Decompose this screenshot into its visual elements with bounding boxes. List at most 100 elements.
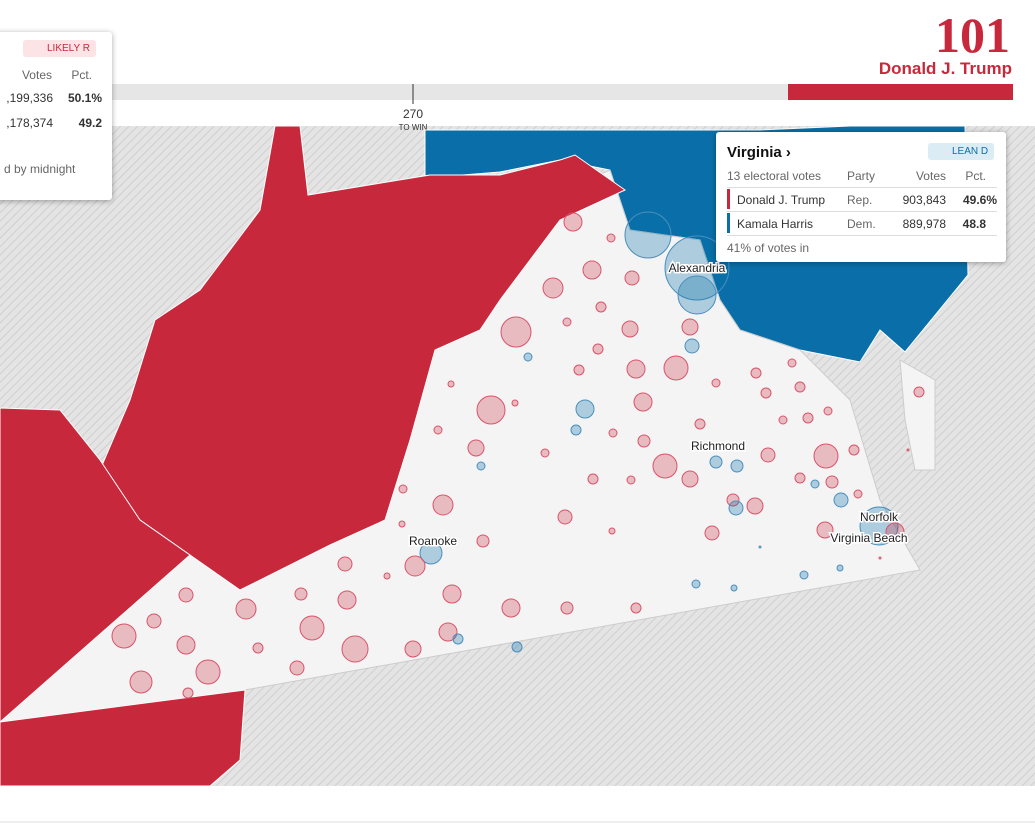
pct: 49.2 bbox=[78, 116, 102, 130]
county-bubble bbox=[825, 475, 839, 489]
county-bubble bbox=[726, 493, 740, 507]
county-bubble bbox=[511, 641, 523, 653]
county-bubble bbox=[452, 633, 464, 645]
county-bubble bbox=[447, 380, 455, 388]
county-bubble bbox=[704, 525, 720, 541]
county-bubble bbox=[383, 572, 391, 580]
county-bubble bbox=[621, 320, 639, 338]
rating-badge: LIKELY R bbox=[23, 40, 96, 57]
county-bubble bbox=[299, 615, 325, 641]
candidate-name: Kamala Harris bbox=[737, 217, 814, 231]
county-bubble bbox=[663, 355, 689, 381]
county-bubble bbox=[404, 640, 422, 658]
note: d by midnight bbox=[4, 162, 76, 176]
county-bubble bbox=[592, 343, 604, 355]
county-bubble bbox=[337, 556, 353, 572]
county-bubble bbox=[540, 448, 550, 458]
county-bubble bbox=[195, 659, 221, 685]
county-bubble bbox=[836, 564, 844, 572]
county-bubble bbox=[570, 424, 582, 436]
county-bubble bbox=[557, 509, 573, 525]
county-bubble bbox=[794, 381, 806, 393]
county-bubble bbox=[404, 555, 426, 577]
county-bubble bbox=[467, 439, 485, 457]
county-bubble bbox=[691, 579, 701, 589]
county-bubble bbox=[624, 211, 672, 259]
county-bubble bbox=[810, 479, 820, 489]
column-header: Pct. bbox=[965, 169, 986, 183]
county-bubble bbox=[476, 534, 490, 548]
city-label: Virginia Beach bbox=[830, 531, 907, 545]
county-bubble bbox=[906, 448, 910, 452]
votes: 889,978 bbox=[902, 217, 946, 231]
threshold-label: TO WIN bbox=[399, 123, 428, 132]
county-bubble bbox=[730, 459, 744, 473]
county-bubble bbox=[511, 399, 519, 407]
county-bubble bbox=[608, 527, 616, 535]
county-bubble bbox=[913, 386, 925, 398]
eastern-shore bbox=[899, 359, 936, 471]
county-bubble bbox=[652, 453, 678, 479]
county-bubble bbox=[442, 584, 462, 604]
county-bubble bbox=[476, 395, 506, 425]
county-bubble bbox=[500, 316, 532, 348]
county-bubble bbox=[562, 317, 572, 327]
county-bubble bbox=[438, 622, 458, 642]
county-bubble bbox=[573, 364, 585, 376]
county-bubble bbox=[542, 277, 564, 299]
county-bubble bbox=[294, 587, 308, 601]
party-marker bbox=[727, 213, 730, 233]
party-marker bbox=[727, 189, 730, 209]
state-title[interactable]: Virginia › bbox=[727, 144, 791, 161]
county-bubble bbox=[626, 359, 646, 379]
county-bubble bbox=[178, 587, 194, 603]
county-bubble bbox=[608, 428, 618, 438]
votes: 903,843 bbox=[902, 193, 946, 207]
candidate: Donald J. Trump bbox=[879, 59, 1012, 78]
party: Rep. bbox=[847, 193, 873, 207]
county-bubble bbox=[624, 270, 640, 286]
county-bubble bbox=[575, 399, 595, 419]
city-label: Roanoke bbox=[409, 534, 457, 548]
tennessee bbox=[0, 689, 246, 787]
county-bubble bbox=[341, 635, 369, 663]
county-bubble bbox=[595, 301, 607, 313]
county-bubble bbox=[694, 418, 706, 430]
threshold: 270 bbox=[403, 107, 423, 121]
county-bubble bbox=[176, 635, 196, 655]
county-bubble bbox=[802, 412, 814, 424]
west-virginia bbox=[99, 125, 626, 591]
column-header: Votes bbox=[21, 68, 52, 82]
column-header: Pct. bbox=[71, 68, 92, 82]
county-bubble bbox=[813, 443, 839, 469]
county-bubble bbox=[746, 497, 764, 515]
county-bubble bbox=[730, 584, 738, 592]
county-bubble bbox=[337, 590, 357, 610]
votes: ,199,336 bbox=[6, 91, 53, 105]
county-bubble bbox=[633, 392, 653, 412]
county-bubble bbox=[501, 598, 521, 618]
county-bubble bbox=[760, 387, 772, 399]
column-header: Votes bbox=[915, 169, 946, 183]
county-bubble bbox=[146, 613, 162, 629]
county-bubble bbox=[885, 522, 905, 542]
county-bubble bbox=[681, 470, 699, 488]
county-bubble bbox=[848, 444, 860, 456]
state-card[interactable]: Virginia › LEAN D 13 electoral votes Par… bbox=[716, 132, 1006, 262]
county-bubble bbox=[289, 660, 305, 676]
footer: 41% of votes in bbox=[727, 241, 810, 255]
county-bubble bbox=[787, 358, 797, 368]
county-bubble bbox=[563, 212, 583, 232]
county-bubble bbox=[728, 500, 744, 516]
city-label: Norfolk bbox=[860, 510, 899, 524]
county-bubble bbox=[560, 601, 574, 615]
state-card-partial: LIKELY R Votes Pct. ,199,336 50.1% ,178,… bbox=[0, 32, 112, 200]
county-bubble bbox=[677, 275, 717, 315]
county-bubble bbox=[432, 494, 454, 516]
county-bubble bbox=[398, 484, 408, 494]
county-bubble bbox=[523, 352, 533, 362]
county-bubble bbox=[816, 521, 834, 539]
county-bubble bbox=[750, 367, 762, 379]
